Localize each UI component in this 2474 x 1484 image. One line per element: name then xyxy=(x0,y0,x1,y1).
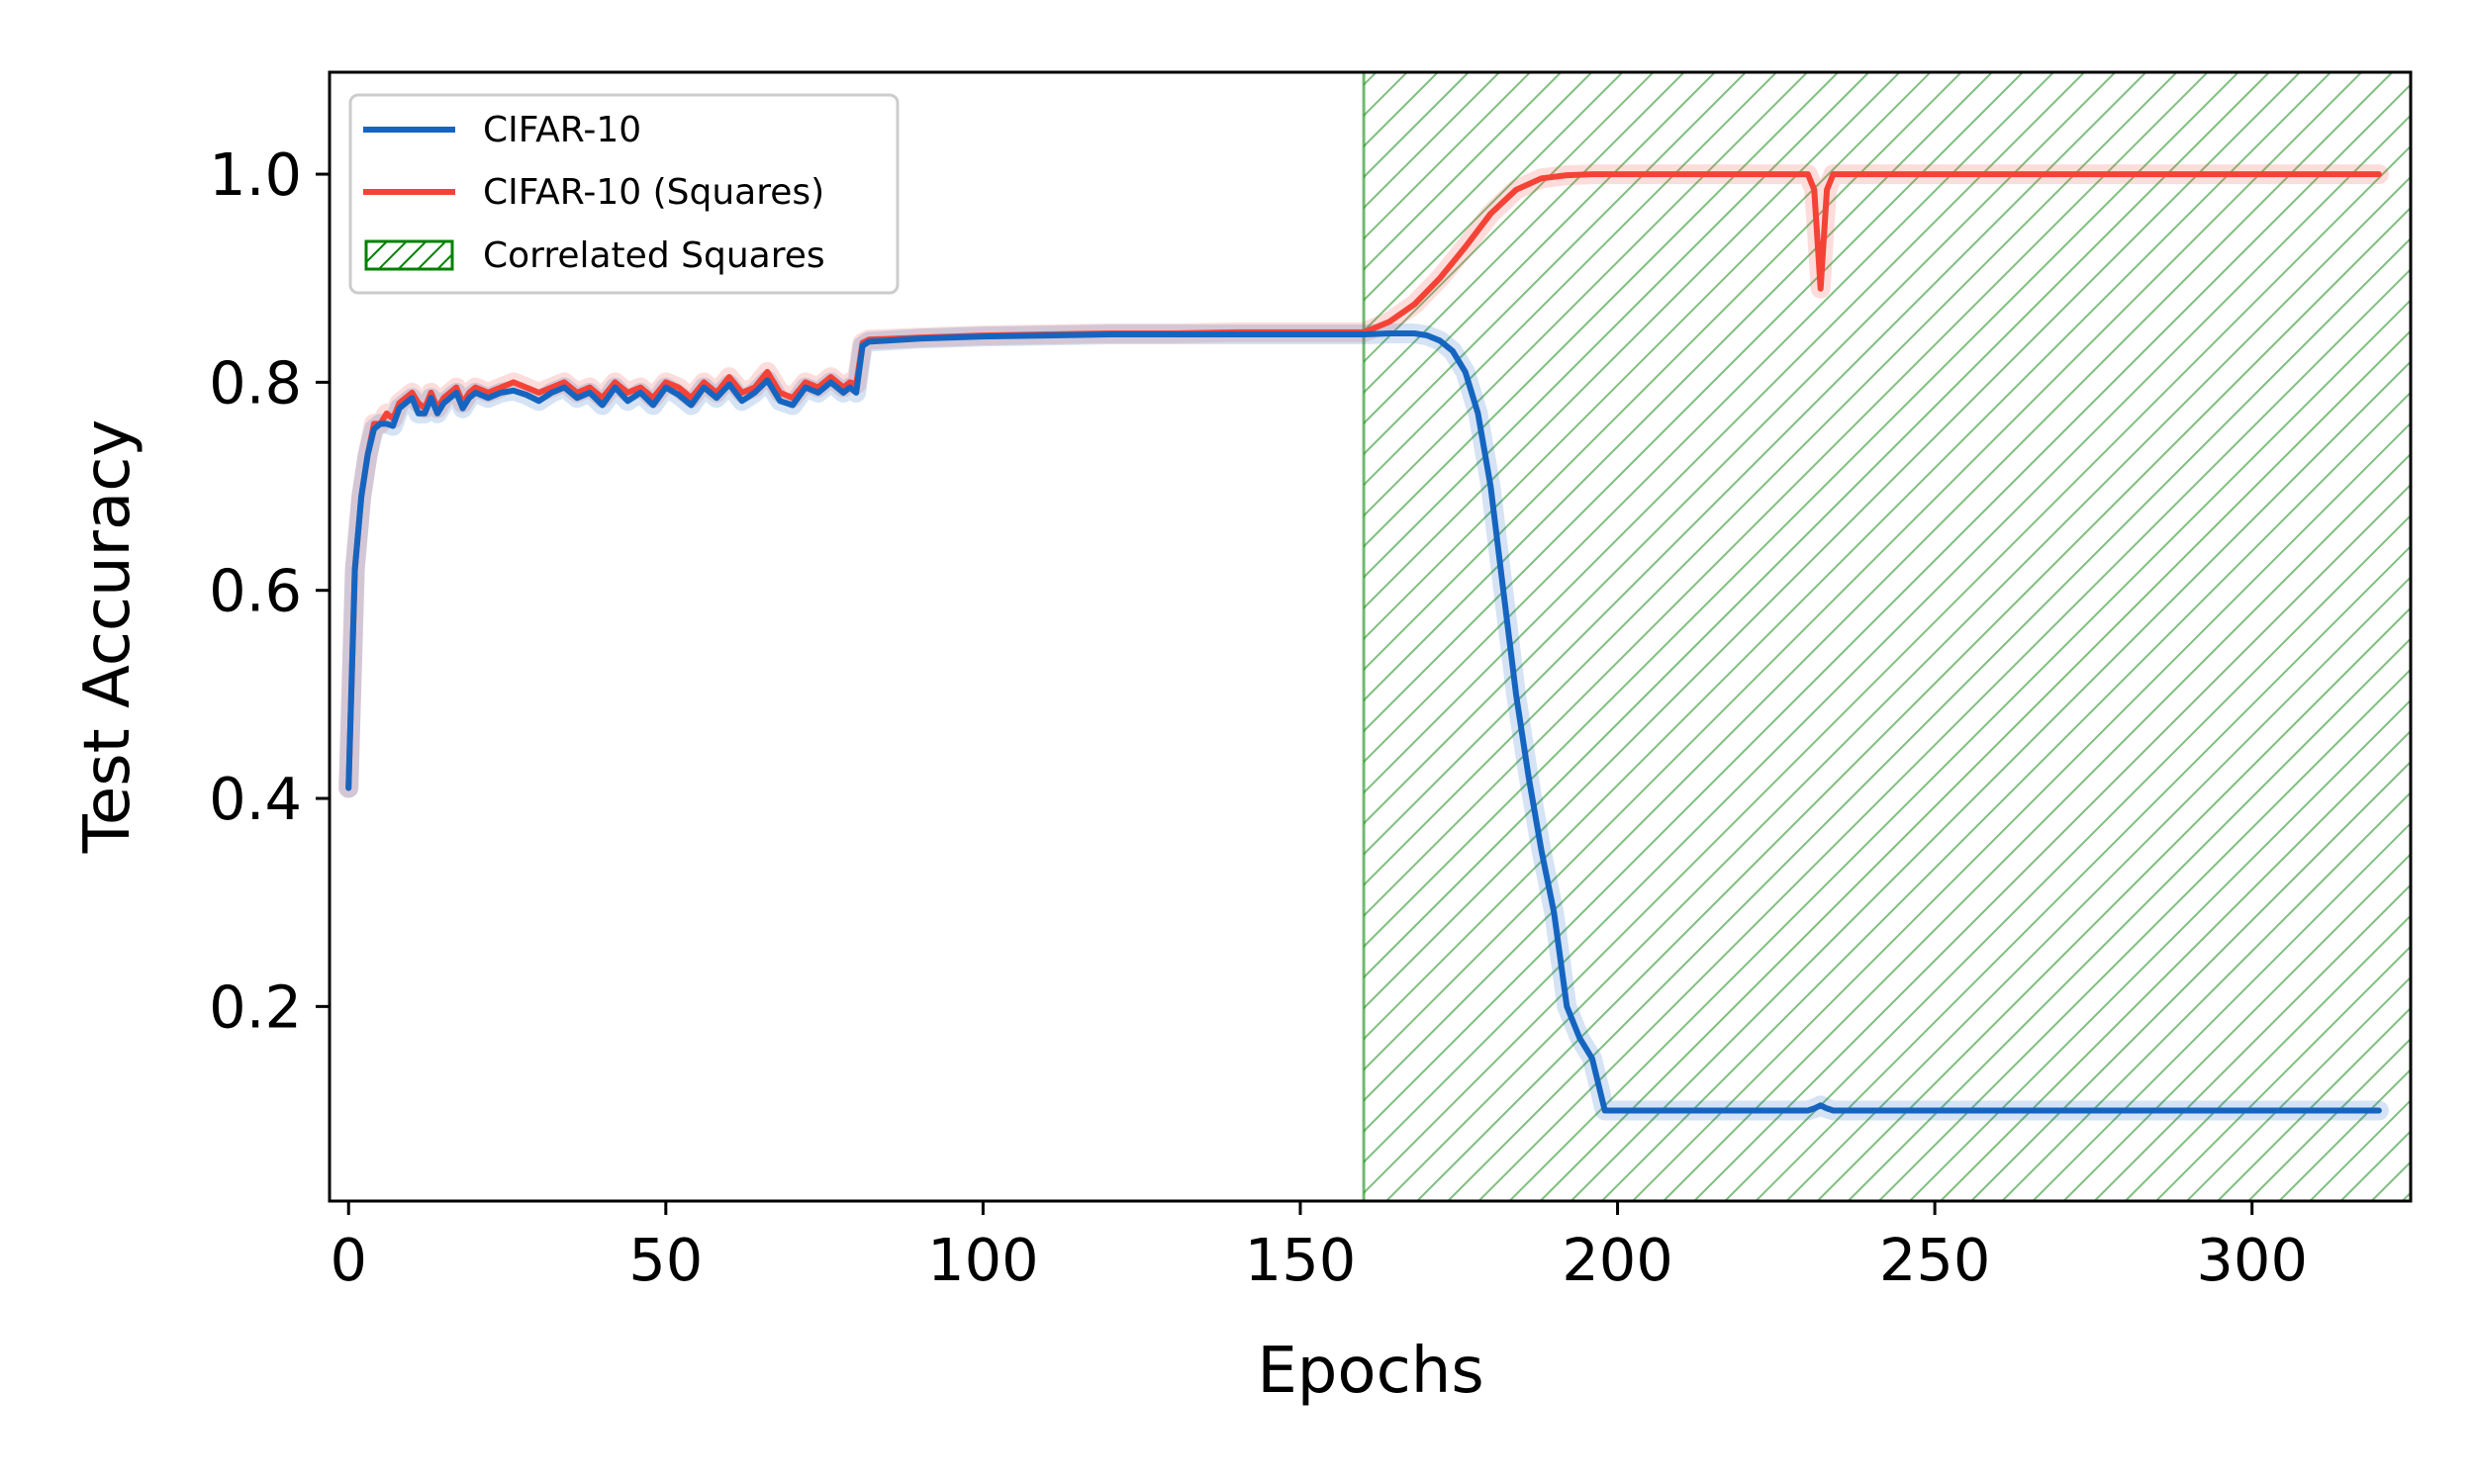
x-axis-ticks: 0 50 100 150 200 250 300 xyxy=(330,1201,2308,1294)
legend: CIFAR-10 CIFAR-10 (Squares) Correlated S… xyxy=(348,93,900,295)
x-tick-label: 250 xyxy=(1879,1226,1991,1294)
x-axis-label: Epochs xyxy=(1257,1335,1483,1408)
y-axis-label: Test Accuracy xyxy=(71,419,144,855)
series-layer xyxy=(345,171,2382,1114)
y-tick-label: 0.2 xyxy=(209,973,302,1041)
y-tick-label: 0.6 xyxy=(209,557,302,625)
x-tick-label: 50 xyxy=(628,1226,703,1294)
shaded-region-layer xyxy=(1362,72,2411,1201)
legend-label-cifar10-squares: CIFAR-10 (Squares) xyxy=(483,172,824,213)
series-line-cifar-10 xyxy=(345,330,2382,1114)
plot-frame xyxy=(328,70,2413,1203)
legend-frame xyxy=(348,93,900,295)
y-tick-label: 0.4 xyxy=(209,765,302,833)
x-tick-label: 150 xyxy=(1245,1226,1357,1294)
y-tick-label: 0.8 xyxy=(209,348,302,417)
y-tick-label: 1.0 xyxy=(209,140,302,209)
x-tick-label: 200 xyxy=(1562,1226,1673,1294)
y-axis-ticks: 0.2 0.4 0.6 0.8 1.0 xyxy=(209,140,330,1041)
x-tick-label: 300 xyxy=(2196,1226,2308,1294)
x-tick-label: 0 xyxy=(330,1226,367,1294)
legend-label-cifar10: CIFAR-10 xyxy=(483,110,641,150)
legend-label-correlated-squares: Correlated Squares xyxy=(483,235,825,276)
x-tick-label: 100 xyxy=(927,1226,1039,1294)
legend-swatch-correlated-squares xyxy=(364,239,454,271)
shaded-region-correlated-squares xyxy=(1364,72,2411,1201)
